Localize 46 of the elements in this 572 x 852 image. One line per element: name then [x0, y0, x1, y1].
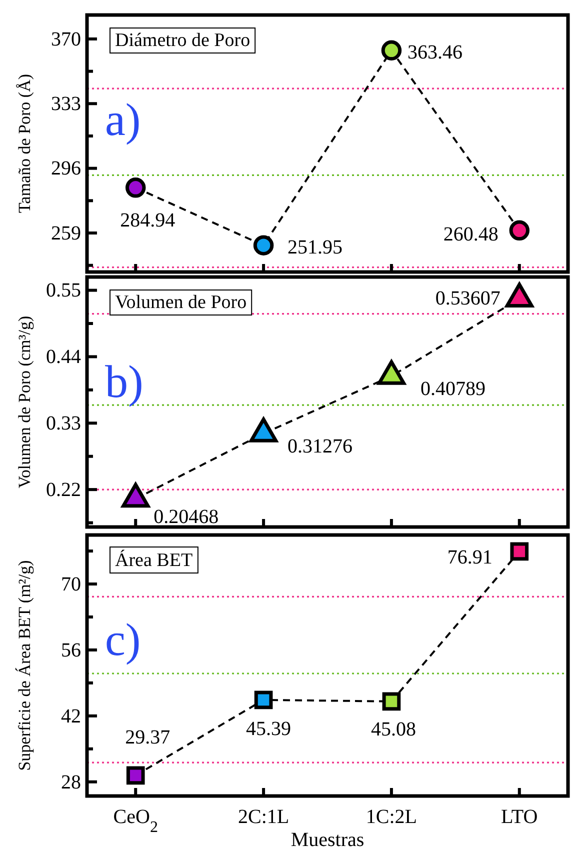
text: Área BET: [115, 549, 193, 571]
y-tick-label: 370: [51, 28, 81, 50]
data-label: 0.31276: [288, 436, 353, 458]
point: [253, 235, 274, 256]
text: Volumen de Poro: [115, 292, 247, 313]
data-label: 363.46: [407, 41, 462, 64]
data-label: 76.91: [447, 546, 492, 568]
x-tick-label: CeO$_{2}$: [113, 806, 158, 836]
x-tick-label: 1C:2L: [366, 806, 418, 828]
y-tick-label: 259: [51, 222, 81, 244]
data-label: 0.53607: [435, 288, 500, 310]
y-tick-label: 28: [61, 771, 81, 794]
y-tick-label: 0.22: [46, 478, 81, 501]
y-tick-label: 0.55: [46, 280, 81, 302]
y-axis-title: Tamaño de Poro (Å): [15, 74, 34, 214]
data-label: 29.37: [125, 726, 170, 748]
point: [509, 220, 530, 241]
annotation: a): [105, 94, 141, 145]
y-axis-title: Superficie de Área BET (m²/g): [15, 560, 34, 771]
annotation: b): [105, 356, 144, 407]
data-label: 284.94: [120, 210, 176, 232]
y-axis-title: Volumen de Poro (cm³/g): [15, 316, 34, 488]
point: [381, 40, 402, 60]
point: [510, 542, 529, 561]
data-label: 0.20468: [154, 506, 219, 528]
y-tick-label: 70: [61, 573, 81, 596]
point: [126, 766, 145, 785]
y-tick-label: 0.33: [46, 412, 81, 435]
data-label: 0.40789: [420, 378, 486, 400]
y-tick-label: 56: [61, 639, 81, 662]
y-tick-label: 296: [51, 158, 81, 180]
data-label: 45.08: [370, 718, 416, 740]
text: Diámetro de Poro: [115, 30, 250, 51]
data-label: 260.48: [443, 223, 498, 246]
y-tick-label: 0.44: [46, 346, 81, 368]
y-tick-label: 333: [51, 93, 81, 116]
point: [382, 692, 401, 711]
y-tick-label: 42: [61, 705, 81, 728]
x-tick-label: 2C:1L: [238, 806, 290, 828]
data-label: 45.39: [246, 718, 292, 740]
point: [125, 178, 146, 198]
point: [254, 690, 273, 710]
x-tick-label: LTO: [501, 806, 538, 828]
annotation: c): [105, 614, 141, 665]
x-axis-title: Muestras: [290, 829, 364, 851]
data-label: 251.95: [288, 236, 343, 258]
